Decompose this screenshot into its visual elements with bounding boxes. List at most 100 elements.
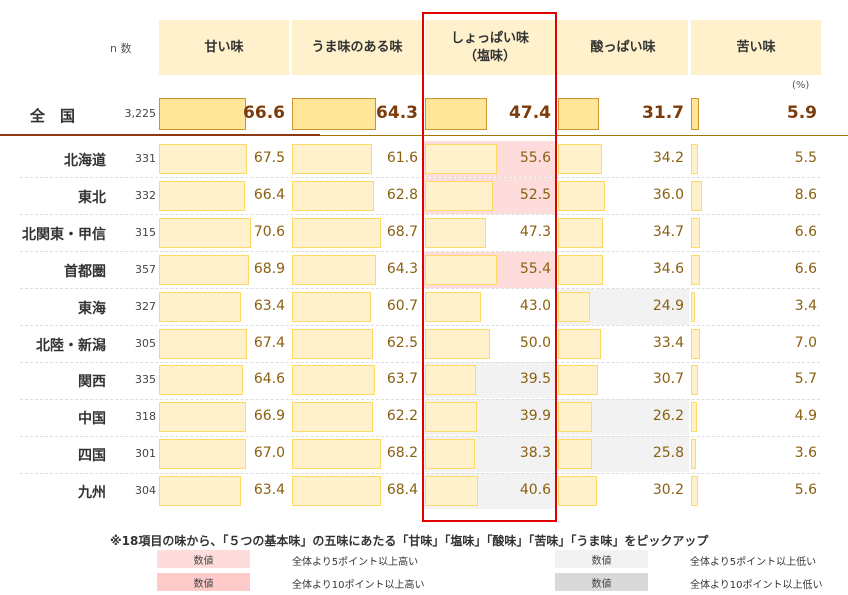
value-cell: 30.7 — [556, 362, 689, 398]
value-label: 26.2 — [652, 408, 684, 425]
region-label: 北海道 — [64, 153, 106, 169]
legend-text: 全体より5ポイント以上高い — [292, 557, 419, 568]
value-cell: 68.2 — [290, 436, 423, 472]
value-cell: 5.9 — [689, 96, 822, 132]
national-divider — [320, 135, 848, 136]
value-cell: 62.5 — [290, 326, 423, 362]
value-label: 63.4 — [253, 297, 285, 314]
value-cell: 66.9 — [157, 399, 290, 435]
value-cell: 39.9 — [423, 399, 556, 436]
value-bar — [558, 402, 593, 433]
value-cell: 68.9 — [157, 252, 290, 288]
value-cell: 5.5 — [689, 141, 822, 177]
value-cell: 34.7 — [556, 215, 689, 251]
legend-swatch: 数値 — [555, 573, 648, 591]
value-cell: 67.0 — [157, 436, 290, 472]
value-bar — [691, 180, 703, 211]
value-bar — [159, 328, 247, 359]
n-count: 318 — [135, 410, 156, 424]
value-label: 34.6 — [652, 260, 684, 277]
value-bar — [691, 291, 696, 322]
region-label: 全 国 — [30, 107, 76, 125]
table-row: 東海 327 63.4 60.7 43.0 24.9 3.4 — [0, 288, 848, 325]
row-separator — [20, 361, 820, 363]
region-label: 北陸・新潟 — [36, 337, 106, 354]
value-bar — [159, 254, 249, 285]
value-label: 60.7 — [386, 297, 418, 314]
value-cell: 64.6 — [157, 362, 290, 398]
n-count: 305 — [135, 336, 156, 350]
value-bar — [691, 402, 698, 433]
value-bar — [691, 217, 700, 248]
value-bar — [691, 254, 700, 285]
value-label: 5.5 — [794, 150, 817, 166]
value-cell: 7.0 — [689, 326, 822, 362]
value-bar — [292, 476, 381, 507]
footnote: ※18項目の味から、「５つの基本味」の五味にあたる「甘味」「塩味」「酸味」「苦味… — [110, 534, 709, 548]
value-bar — [292, 439, 381, 470]
value-cell: 30.2 — [556, 473, 689, 509]
value-bar — [558, 144, 603, 174]
value-label: 67.4 — [253, 334, 285, 351]
value-bar — [425, 365, 477, 396]
value-cell: 26.2 — [556, 399, 689, 436]
value-bar — [558, 217, 604, 248]
value-bar — [425, 98, 487, 130]
value-bar — [292, 217, 382, 248]
value-label: 6.6 — [794, 260, 817, 277]
n-count: 327 — [135, 299, 156, 313]
value-bar — [159, 476, 242, 507]
value-label: 30.2 — [652, 482, 684, 499]
value-cell: 64.3 — [290, 252, 423, 288]
table-row: 北関東・甲信 315 70.6 68.7 47.3 34.7 6.6 — [0, 215, 848, 251]
value-bar — [691, 439, 696, 470]
value-cell: 55.4 — [423, 251, 556, 288]
n-count: 331 — [135, 152, 156, 165]
value-bar — [691, 365, 699, 396]
region-label: 関西 — [78, 374, 106, 391]
value-bar — [425, 439, 475, 470]
highlight-box — [422, 12, 557, 522]
value-label: 5.7 — [794, 371, 817, 388]
value-bar — [425, 328, 490, 359]
value-label: 33.4 — [652, 334, 684, 351]
value-label: 8.6 — [794, 186, 817, 203]
value-label: 39.9 — [519, 408, 551, 425]
value-cell: 67.5 — [157, 141, 290, 177]
value-cell: 63.4 — [157, 473, 290, 509]
row-separator — [20, 288, 820, 290]
value-label: 68.9 — [253, 260, 285, 277]
value-cell: 66.6 — [157, 96, 290, 132]
value-label: 70.6 — [253, 223, 285, 240]
value-label: 47.4 — [509, 103, 551, 123]
row-separator — [20, 325, 820, 326]
n-count: 357 — [135, 262, 156, 276]
value-cell: 47.4 — [423, 96, 556, 132]
value-label: 6.6 — [794, 223, 817, 240]
value-cell: 62.2 — [290, 399, 423, 435]
value-label: 25.8 — [652, 445, 684, 462]
value-label: 66.6 — [243, 103, 285, 123]
column-header: 苦い味 — [691, 20, 821, 75]
value-cell: 8.6 — [689, 178, 822, 214]
value-cell: 36.0 — [556, 178, 689, 214]
legend-text: 全体より10ポイント以上高い — [292, 580, 425, 591]
region-label: 首都圏 — [64, 263, 106, 280]
value-label: 4.9 — [794, 408, 817, 425]
value-label: 61.6 — [386, 150, 418, 166]
value-bar — [691, 144, 699, 174]
value-cell: 61.6 — [290, 141, 423, 177]
value-label: 55.6 — [519, 150, 551, 166]
value-cell: 6.6 — [689, 215, 822, 251]
column-header: うま味のある味 — [292, 20, 422, 75]
value-label: 62.5 — [386, 334, 418, 351]
value-bar — [159, 365, 243, 396]
column-header: 酸っぱい味 — [558, 20, 688, 75]
national-row: 全 国 3,225 66.6 64.3 47.4 31.7 5.9 — [0, 96, 848, 132]
row-separator — [20, 472, 820, 474]
value-bar — [691, 328, 701, 359]
value-label: 63.7 — [386, 371, 418, 388]
value-cell: 67.4 — [157, 326, 290, 362]
value-cell: 64.3 — [290, 96, 423, 132]
value-bar — [691, 476, 699, 507]
